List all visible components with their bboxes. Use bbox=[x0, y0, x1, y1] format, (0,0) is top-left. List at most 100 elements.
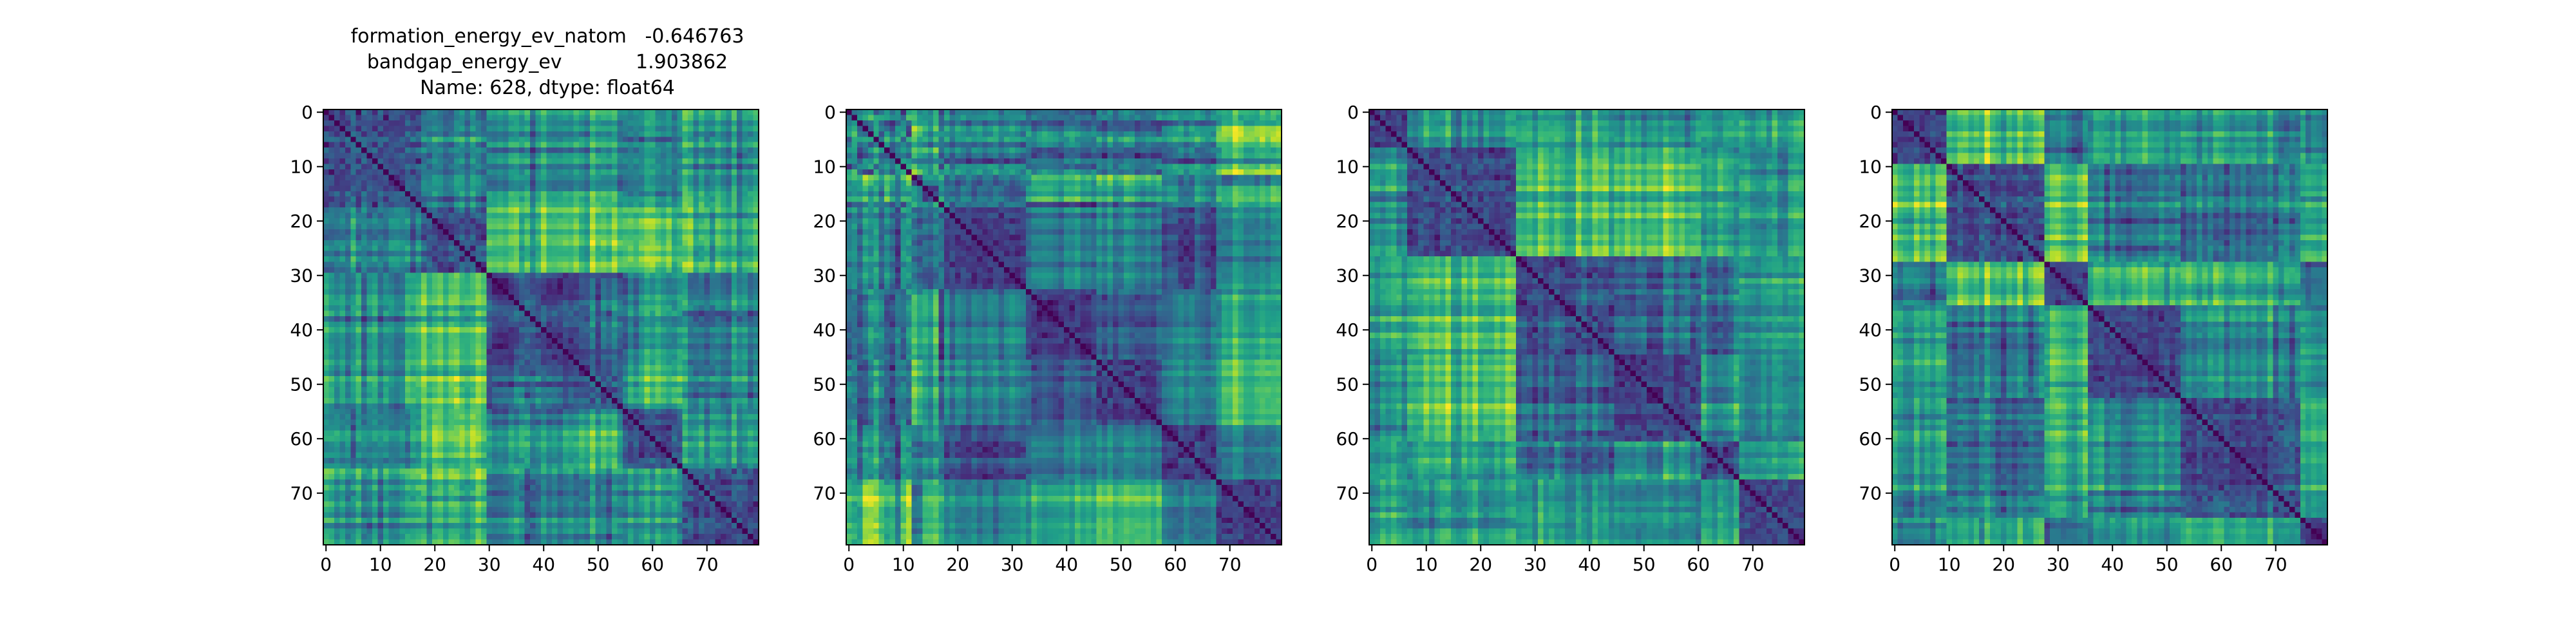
heatmap-cell bbox=[606, 327, 612, 333]
heatmap-cell bbox=[563, 196, 569, 202]
heatmap-cell bbox=[421, 332, 427, 338]
heatmap-cell bbox=[405, 131, 411, 137]
heatmap-cell bbox=[574, 283, 580, 289]
heatmap-cell bbox=[339, 131, 345, 137]
heatmap-cell bbox=[666, 414, 672, 420]
heatmap-cell bbox=[503, 137, 509, 142]
heatmap-cell bbox=[666, 403, 672, 409]
heatmap-cell bbox=[361, 360, 367, 366]
heatmap-cell bbox=[688, 180, 694, 186]
heatmap-cell bbox=[323, 115, 329, 120]
heatmap-cell bbox=[715, 191, 721, 197]
heatmap-cell bbox=[536, 300, 542, 306]
heatmap-cell bbox=[437, 153, 443, 159]
heatmap-cell bbox=[405, 267, 411, 273]
heatmap-cell bbox=[323, 300, 329, 306]
heatmap-cell bbox=[634, 207, 639, 213]
heatmap-cell bbox=[655, 322, 661, 328]
heatmap-cell bbox=[546, 147, 552, 153]
heatmap-cell bbox=[410, 158, 416, 164]
heatmap-cell bbox=[666, 175, 672, 180]
heatmap-cell bbox=[492, 349, 498, 355]
heatmap-cell bbox=[546, 305, 552, 311]
heatmap-cell bbox=[585, 229, 591, 235]
heatmap-cell bbox=[645, 153, 650, 159]
heatmap-cell bbox=[492, 131, 498, 137]
heatmap-cell bbox=[732, 354, 737, 360]
heatmap-cell bbox=[726, 300, 732, 306]
heatmap-cell bbox=[683, 316, 688, 322]
heatmap-cell bbox=[710, 213, 715, 219]
heatmap-cell bbox=[356, 267, 362, 273]
heatmap-cell bbox=[421, 441, 427, 447]
heatmap-cell bbox=[645, 392, 650, 398]
heatmap-cell bbox=[612, 376, 618, 382]
heatmap-cell bbox=[726, 431, 732, 437]
heatmap-cell bbox=[645, 441, 650, 447]
heatmap-cell bbox=[710, 262, 715, 268]
heatmap-cell bbox=[437, 196, 443, 202]
heatmap-cell bbox=[655, 403, 661, 409]
heatmap-cell bbox=[699, 300, 705, 306]
heatmap-cell bbox=[672, 436, 677, 442]
heatmap-cell bbox=[432, 371, 438, 377]
heatmap-cell bbox=[617, 169, 623, 175]
heatmap-cell bbox=[536, 283, 542, 289]
heatmap-cell bbox=[481, 305, 487, 311]
heatmap-cell bbox=[503, 207, 509, 213]
heatmap-cell bbox=[715, 431, 721, 437]
heatmap-cell bbox=[683, 322, 688, 328]
heatmap-cell bbox=[465, 316, 471, 322]
heatmap-cell bbox=[590, 223, 596, 229]
heatmap-cell bbox=[634, 153, 639, 159]
heatmap-cell bbox=[394, 142, 400, 148]
heatmap-cell bbox=[383, 273, 389, 279]
heatmap-cell bbox=[459, 338, 465, 344]
heatmap-cell bbox=[367, 409, 373, 415]
heatmap-cell bbox=[383, 115, 389, 120]
heatmap-cell bbox=[454, 185, 460, 191]
heatmap-cell bbox=[732, 137, 737, 142]
heatmap-cell bbox=[688, 414, 694, 420]
heatmap-cell bbox=[519, 322, 525, 328]
heatmap-cell bbox=[388, 436, 394, 442]
heatmap-cell bbox=[683, 414, 688, 420]
heatmap-cell bbox=[557, 376, 563, 382]
heatmap-cell bbox=[459, 425, 465, 431]
heatmap-cell bbox=[710, 311, 715, 317]
heatmap-cell bbox=[345, 322, 351, 328]
heatmap-cell bbox=[617, 294, 623, 300]
heatmap-cell bbox=[328, 294, 334, 300]
heatmap-cell bbox=[557, 420, 563, 426]
heatmap-cell bbox=[612, 185, 618, 191]
heatmap-cell bbox=[661, 327, 667, 333]
heatmap-cell bbox=[645, 164, 650, 170]
heatmap-cell bbox=[732, 245, 737, 251]
heatmap-cell bbox=[612, 191, 618, 197]
heatmap-cell bbox=[694, 338, 699, 344]
heatmap-cell bbox=[585, 420, 591, 426]
heatmap-cell bbox=[536, 175, 542, 180]
heatmap-cell bbox=[427, 142, 433, 148]
heatmap-cell bbox=[487, 327, 493, 333]
heatmap-cell bbox=[481, 142, 487, 148]
heatmap-cell bbox=[568, 267, 574, 273]
heatmap-cell bbox=[628, 137, 634, 142]
heatmap-cell bbox=[563, 207, 569, 213]
heatmap-cell bbox=[514, 425, 520, 431]
heatmap-cell bbox=[487, 300, 493, 306]
heatmap-cell bbox=[427, 354, 433, 360]
heatmap-cell bbox=[378, 202, 384, 208]
heatmap-cell bbox=[661, 392, 667, 398]
heatmap-cell bbox=[481, 349, 487, 355]
heatmap-cell bbox=[470, 158, 476, 164]
heatmap-cell bbox=[487, 185, 493, 191]
heatmap-cell bbox=[568, 425, 574, 431]
heatmap-cell bbox=[339, 327, 345, 333]
heatmap-cell bbox=[710, 376, 715, 382]
heatmap-cell bbox=[427, 360, 433, 366]
heatmap-cell bbox=[655, 229, 661, 235]
heatmap-cell bbox=[596, 289, 601, 295]
heatmap-cell bbox=[737, 441, 743, 447]
heatmap-cell bbox=[546, 338, 552, 344]
